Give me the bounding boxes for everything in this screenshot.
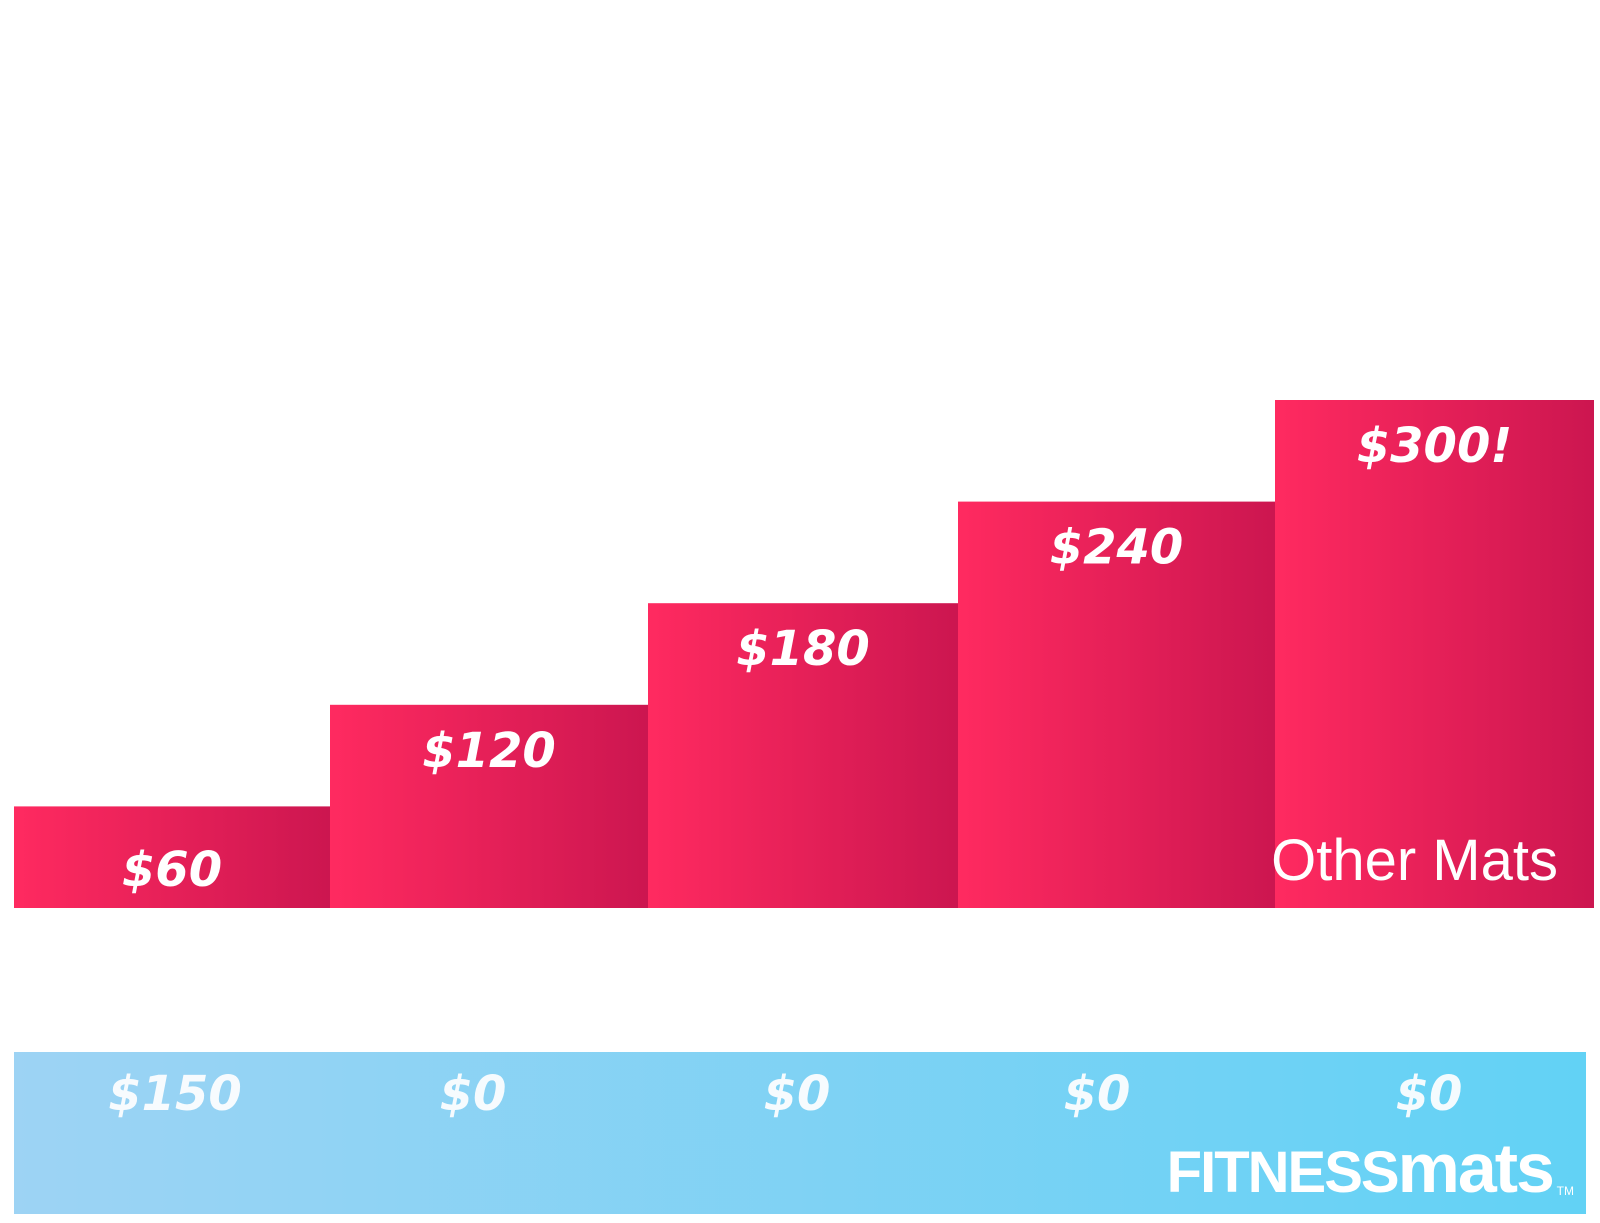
other-mats-value-label: $240 xyxy=(1050,520,1184,576)
other-mats-bar xyxy=(958,501,1275,908)
other-mats-value-label: $300! xyxy=(1357,418,1512,474)
brand-logo-light: mats xyxy=(1398,1129,1553,1207)
fitnessmats-logo: FITNESSmats xyxy=(1167,1129,1553,1207)
brand-logo-bold: FITNESS xyxy=(1167,1140,1398,1205)
fitness-mats-value-label: $0 xyxy=(440,1066,507,1122)
other-mats-bar xyxy=(330,704,648,908)
other-mats-value-label: $180 xyxy=(736,621,870,677)
fitness-mats-value-label: $0 xyxy=(764,1066,831,1122)
fitness-mats-value-label: $0 xyxy=(1064,1066,1131,1122)
other-mats-bars xyxy=(14,400,1594,908)
brand-trademark: TM xyxy=(1557,1184,1574,1198)
fitness-mats-value-label: $150 xyxy=(108,1066,242,1122)
other-mats-bar xyxy=(648,603,958,908)
other-mats-bar xyxy=(1275,400,1594,908)
fitness-mats-band xyxy=(14,1052,1586,1214)
other-mats-series-label: Other Mats xyxy=(1271,828,1558,893)
fitness-mats-value-label: $0 xyxy=(1396,1066,1463,1122)
other-mats-bar xyxy=(14,806,330,908)
other-mats-value-labels: $60 $120 $180 $240 $300! xyxy=(122,418,1512,898)
other-mats-value-label: $120 xyxy=(422,723,556,779)
fitness-mats-value-labels: $150 $0 $0 $0 $0 xyxy=(108,1066,1462,1122)
other-mats-value-label: $60 xyxy=(122,842,222,898)
